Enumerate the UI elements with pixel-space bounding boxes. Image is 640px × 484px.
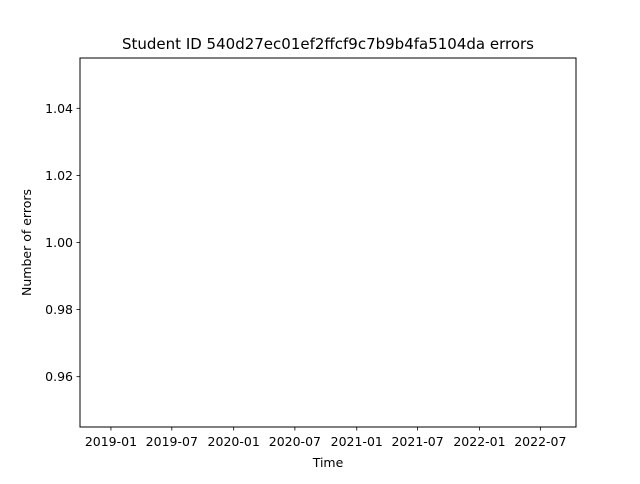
x-tick-label: 2019-01 bbox=[85, 434, 137, 449]
y-tick-label: 0.96 bbox=[45, 369, 73, 384]
y-axis-label: Number of errors bbox=[19, 189, 34, 296]
x-tick-label: 2022-07 bbox=[514, 434, 566, 449]
x-tick-label: 2022-01 bbox=[453, 434, 505, 449]
x-axis-ticks: 2019-01 2019-07 2020-01 2020-07 2021-01 2021-… bbox=[85, 427, 566, 449]
x-tick-label: 2021-07 bbox=[391, 434, 443, 449]
plot-area bbox=[80, 58, 576, 427]
y-tick-label: 0.98 bbox=[45, 302, 73, 317]
x-tick-label: 2021-01 bbox=[331, 434, 383, 449]
y-tick-label: 1.04 bbox=[45, 101, 73, 116]
y-axis-ticks: 0.96 0.98 1.00 1.02 1.04 bbox=[45, 101, 80, 384]
plot-frame bbox=[79, 57, 577, 428]
x-axis-label: Time bbox=[312, 455, 344, 470]
y-tick-label: 1.02 bbox=[45, 168, 73, 183]
x-tick-label: 2019-07 bbox=[146, 434, 198, 449]
x-tick-label: 2020-01 bbox=[208, 434, 260, 449]
chart-title: Student ID 540d27ec01ef2ffcf9c7b9b4fa510… bbox=[122, 35, 534, 53]
y-tick-label: 1.00 bbox=[45, 235, 73, 250]
x-tick-label: 2020-07 bbox=[269, 434, 321, 449]
